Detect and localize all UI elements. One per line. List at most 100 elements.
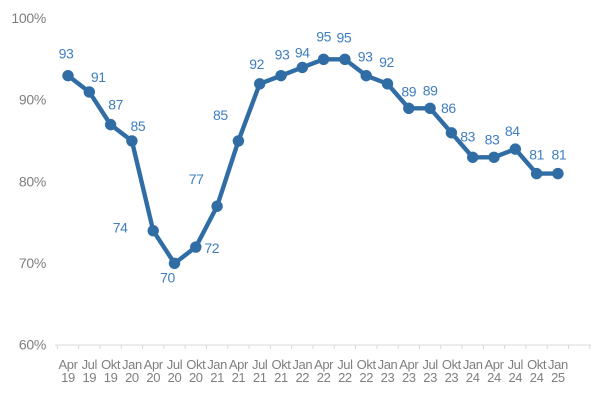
x-axis-tick-label-year: 24 [487,370,501,385]
x-axis-tick-label-month: Jan [548,357,568,372]
x-axis-tick-label-month: Okt [527,357,547,372]
data-point-marker [62,69,74,82]
data-point-marker [445,127,458,139]
data-point-marker [104,118,117,131]
data-point-label: 85 [131,118,146,134]
data-point-label: 92 [249,56,264,72]
data-point-marker [83,86,96,98]
data-point-label: 74 [113,220,128,236]
data-point-marker [317,53,330,66]
data-point-marker [530,167,543,180]
data-point-label: 86 [441,100,456,116]
data-point-label: 95 [316,28,331,44]
data-point-marker [403,102,415,114]
x-axis-tick-label-month: Apr [399,357,419,372]
data-point-marker [339,53,351,66]
x-axis-tick-label-month: Apr [314,357,334,372]
x-axis-tick-label-month: Jul [508,357,524,372]
x-axis-tick-label-year: 22 [359,370,373,385]
data-point-label: 93 [275,47,290,63]
data-point-label: 81 [529,147,544,163]
x-axis-tick-label-year: 22 [295,370,309,385]
data-point-label: 84 [505,123,520,139]
data-point-label: 89 [423,82,438,98]
x-axis-tick-label-year: 24 [508,370,522,385]
x-axis-tick-label-month: Jul [337,357,353,372]
data-point-marker [190,241,202,253]
data-point-label: 89 [401,83,416,99]
x-axis-tick-label-year: 24 [466,370,480,385]
x-axis-tick-label-year: 20 [146,370,160,385]
x-axis-tick-label-year: 23 [445,370,459,385]
data-point-label: 93 [59,46,74,62]
x-axis-tick-label-year: 23 [381,370,395,385]
x-axis-tick-label-year: 23 [402,370,416,385]
data-point-marker [147,225,159,237]
data-point-label: 91 [91,69,106,85]
data-point-marker [424,102,436,114]
data-point-marker [488,151,500,163]
x-axis-tick-label-year: 23 [423,370,437,385]
x-axis-tick-label-month: Apr [144,357,164,372]
data-point-marker [509,143,521,155]
x-axis-tick-label-year: 21 [253,370,267,385]
x-axis-tick-label-year: 19 [104,370,118,385]
x-axis-tick-label-month: Okt [271,357,291,372]
x-axis-tick-label-month: Jan [378,357,398,372]
x-axis-tick-label-month: Jul [82,357,98,372]
x-axis-tick-label-month: Okt [442,357,462,372]
x-axis-tick-label-month: Jan [463,357,483,372]
y-axis-tick-label: 100% [11,10,46,26]
x-axis-tick-label-year: 25 [551,370,565,385]
x-axis-tick-label-year: 21 [274,370,288,385]
x-axis-tick-label-month: Jan [122,357,142,372]
data-point-marker [232,135,245,147]
y-axis-tick-label: 60% [19,337,46,353]
x-axis-tick-label-year: 19 [82,370,96,385]
data-point-label: 95 [337,29,352,45]
trend-line [65,57,561,266]
x-axis-tick-label-month: Jul [167,357,183,372]
x-axis-tick-label-year: 21 [210,370,224,385]
x-axis-tick-label-year: 20 [189,370,203,385]
data-point-marker [467,151,479,163]
data-point-marker [211,200,223,212]
data-point-marker [381,78,394,90]
x-axis-tick-label-year: 22 [317,370,331,385]
data-point-marker [552,167,564,180]
y-axis-tick-label: 80% [19,173,46,189]
x-axis-tick-label-month: Jul [252,357,268,372]
x-axis-tick-label-month: Apr [229,357,249,372]
x-axis-tick-label-year: 20 [125,370,139,385]
x-axis-tick-label-month: Okt [101,357,121,372]
data-point-marker [126,135,138,147]
x-axis-tick-label-month: Okt [357,357,377,372]
x-axis-tick-label-year: 24 [530,370,544,385]
x-axis-tick-label-year: 20 [168,370,182,385]
data-point-label: 77 [189,171,204,187]
x-axis-tick-label-month: Apr [484,357,504,372]
data-point-marker [168,257,181,270]
x-axis-tick-label-month: Apr [58,357,78,372]
y-axis-tick-label: 70% [19,255,46,271]
data-point-marker [275,69,287,82]
data-point-label: 70 [160,269,175,285]
data-point-label: 93 [358,49,373,65]
data-point-label: 81 [552,147,567,163]
x-axis-tick-label-year: 21 [232,370,246,385]
data-point-marker [296,61,308,74]
data-point-label: 83 [485,131,500,147]
x-axis-tick-label-month: Jan [207,357,227,372]
x-axis-tick-label-month: Okt [186,357,206,372]
x-axis-tick-label-year: 22 [338,370,352,385]
data-point-label: 72 [204,240,219,256]
y-axis-tick-label: 90% [19,92,46,108]
data-point-label: 85 [213,107,228,123]
data-point-label: 94 [295,44,310,60]
data-point-marker [360,69,372,82]
data-point-label: 83 [460,128,475,144]
data-point-label: 92 [379,54,394,70]
x-axis-tick-label-month: Jul [422,357,438,372]
